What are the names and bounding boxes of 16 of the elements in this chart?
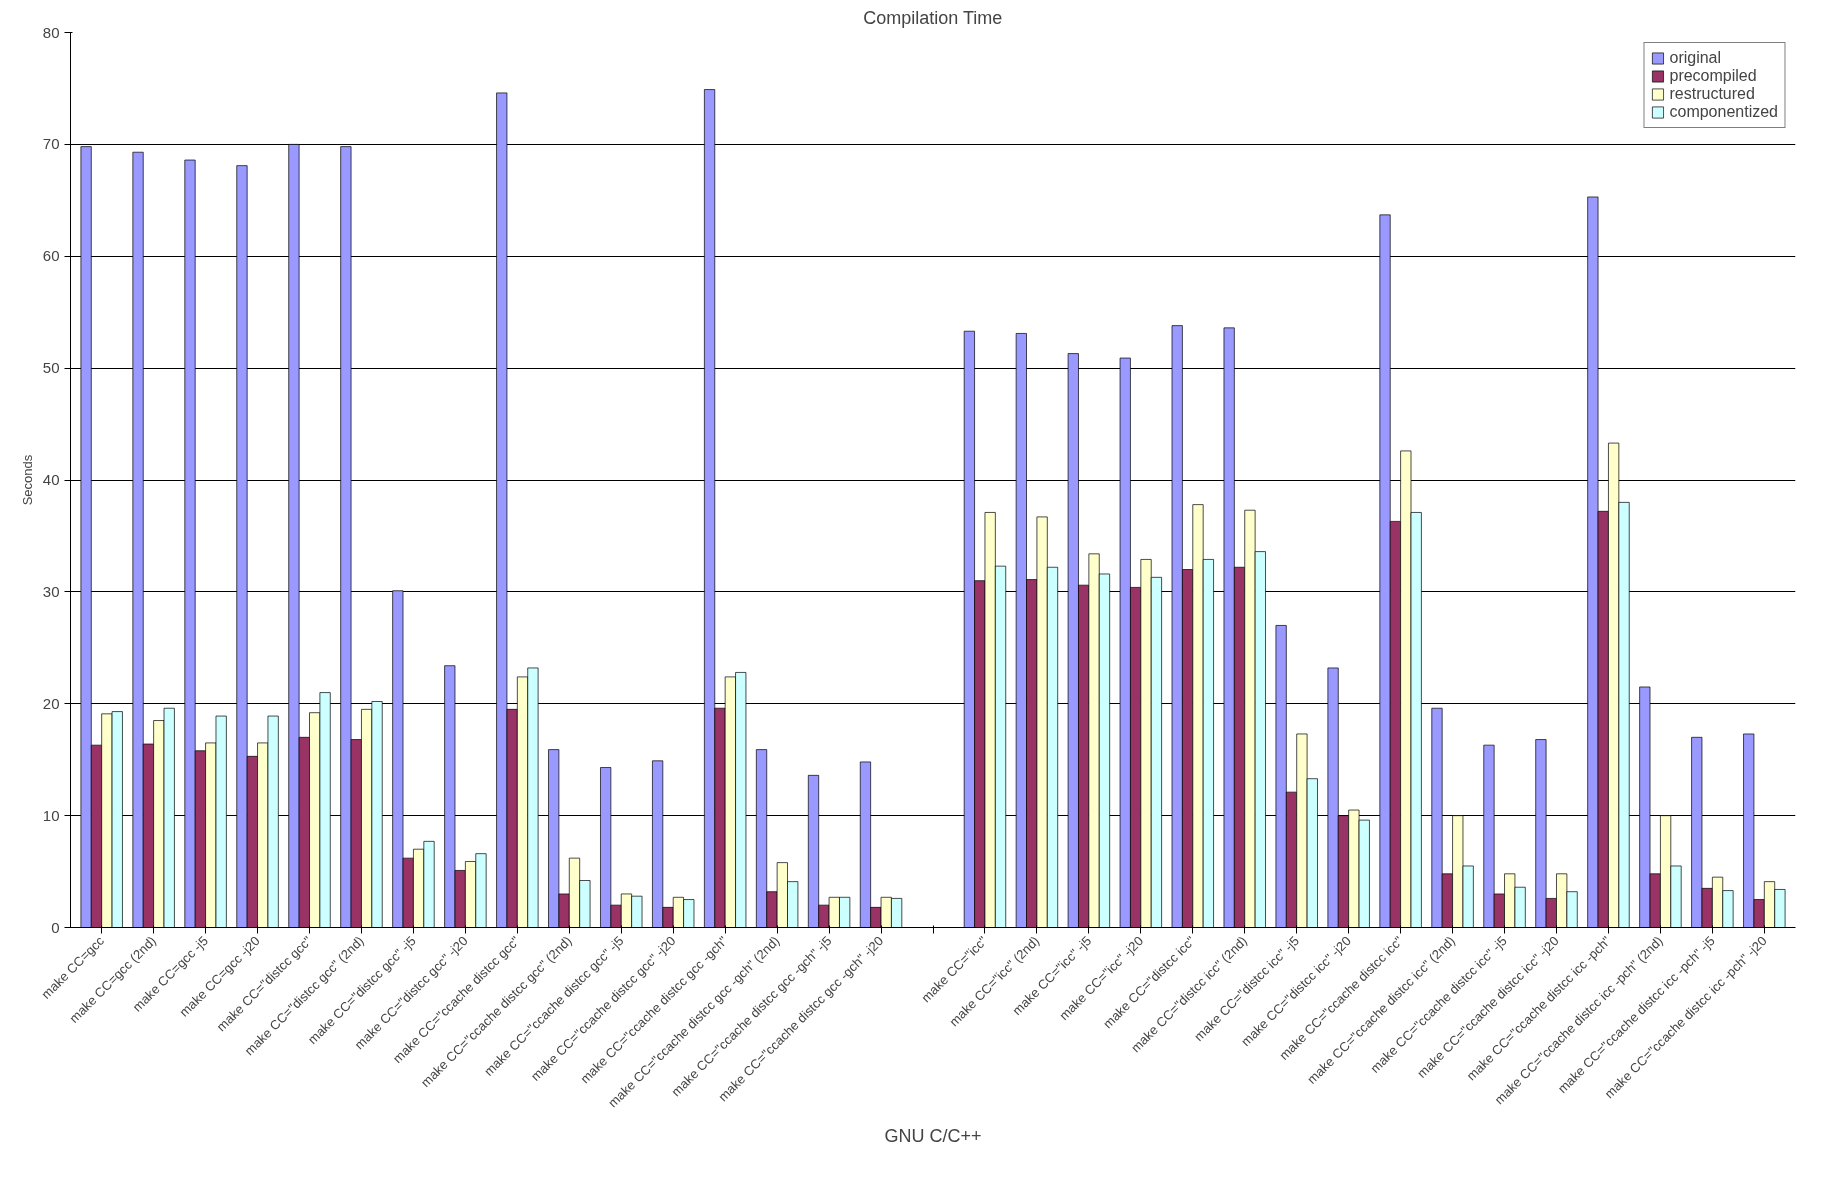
y-tick-label: 60 [42, 247, 60, 265]
y-tick-label: 80 [42, 23, 60, 41]
legend-label: restructured [1669, 85, 1755, 103]
y-tick-label: 10 [42, 806, 60, 824]
y-tick-label: 20 [42, 694, 60, 712]
y-tick-label: 30 [42, 582, 60, 600]
chart-title: Compilation Time [863, 7, 1003, 28]
y-tick-label: 70 [42, 135, 60, 153]
legend-label: componentized [1669, 103, 1778, 121]
y-axis-title: Seconds [19, 454, 35, 506]
y-tick-label: 50 [42, 359, 60, 377]
legend-label: original [1669, 49, 1722, 67]
text: GNU C/C++ [884, 1125, 982, 1146]
y-tick-label: 40 [42, 471, 60, 488]
y-tick-label: 0 [51, 918, 60, 936]
legend-label: precompiled [1669, 67, 1757, 85]
